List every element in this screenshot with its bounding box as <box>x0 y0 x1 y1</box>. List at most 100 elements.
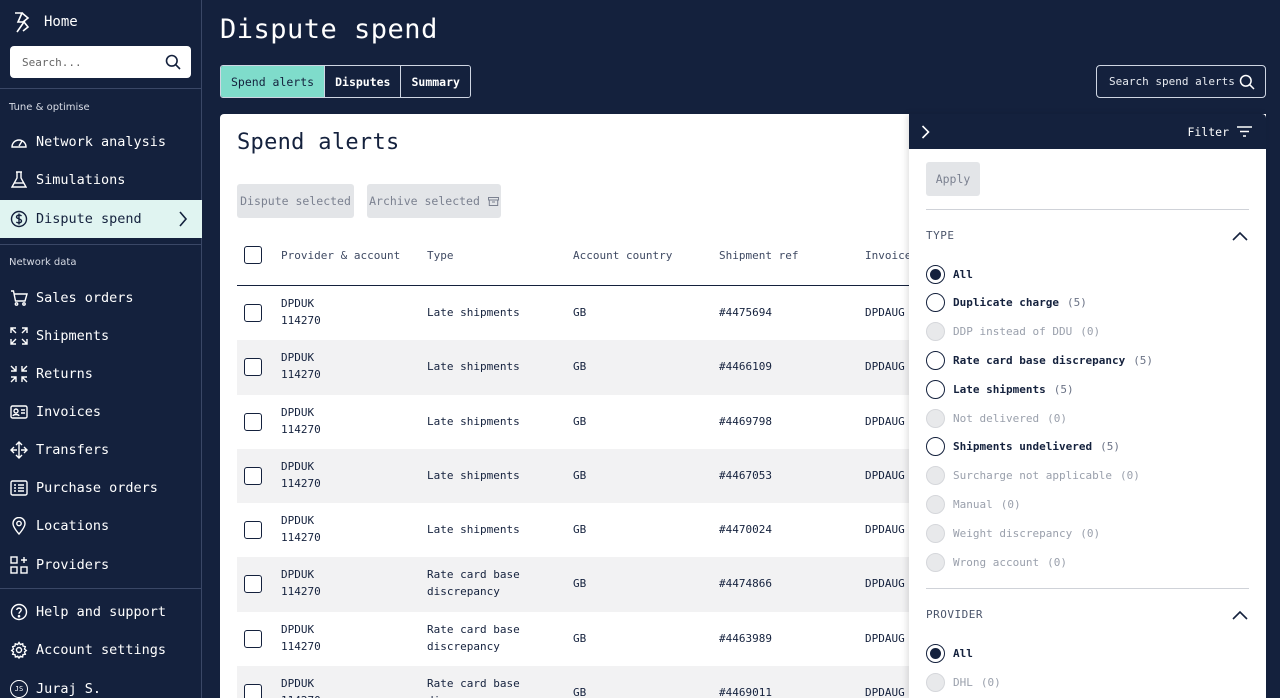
sidebar-item-dispute-spend[interactable]: Dispute spend <box>0 200 202 238</box>
shipment-ref[interactable]: #4466109 <box>719 360 772 374</box>
column-header-country[interactable]: Account country <box>573 249 673 262</box>
search-icon[interactable] <box>165 54 181 70</box>
sidebar-item-label: Dispute spend <box>36 211 142 227</box>
radio-button[interactable] <box>926 350 945 370</box>
filter-option-label: Manual <box>953 497 993 511</box>
sidebar-search-input[interactable] <box>22 55 165 69</box>
sidebar-item-help[interactable]: Help and support <box>0 593 202 631</box>
filter-option[interactable]: Shipments undelivered (5) <box>926 437 1120 457</box>
sidebar-item-transfers[interactable]: Transfers <box>0 431 202 469</box>
account-number: 114270 <box>281 476 321 490</box>
sidebar-item-account-settings[interactable]: Account settings <box>0 631 202 669</box>
sidebar-item-sales-orders[interactable]: Sales orders <box>0 279 202 317</box>
sidebar-item-shipments[interactable]: Shipments <box>0 317 202 355</box>
home-link[interactable]: Home <box>12 8 78 36</box>
invoice-ref[interactable]: DPDAUG <box>865 577 905 591</box>
table-row[interactable]: DPDUK 114270 Late shipments GB #4470024 … <box>237 503 1266 557</box>
sidebar-item-network-analysis[interactable]: Network analysis <box>0 123 202 161</box>
filter-option-count: (0) <box>1080 325 1101 339</box>
radio-button[interactable] <box>926 643 945 663</box>
filter-option-label: Surcharge not applicable <box>953 469 1112 483</box>
filter-option[interactable]: Duplicate charge (5) <box>926 293 1087 313</box>
row-checkbox[interactable] <box>244 684 262 698</box>
tab-summary[interactable]: Summary <box>401 66 470 97</box>
column-header-type[interactable]: Type <box>427 249 454 262</box>
chevron-up-icon[interactable] <box>1232 231 1248 241</box>
flask-icon <box>10 171 28 189</box>
filter-option-label: DDP instead of DDU <box>953 325 1073 339</box>
home-label: Home <box>44 14 78 30</box>
row-checkbox[interactable] <box>244 304 262 322</box>
filter-option[interactable]: All <box>926 643 981 663</box>
radio-button[interactable] <box>926 379 945 399</box>
invoice-ref[interactable]: DPDAUG <box>865 523 905 537</box>
table-row[interactable]: DPDUK 114270 Late shipments GB #4469798 … <box>237 395 1266 449</box>
invoice-ref[interactable]: DPDAUG <box>865 686 905 698</box>
select-all-checkbox[interactable] <box>244 246 262 264</box>
sidebar-item-label: Shipments <box>36 328 110 344</box>
apply-button[interactable]: Apply <box>926 162 980 196</box>
filter-option[interactable]: All <box>926 264 981 284</box>
search-icon[interactable] <box>1239 74 1255 90</box>
tab-disputes[interactable]: Disputes <box>325 66 402 97</box>
sidebar-item-label: Transfers <box>36 442 110 458</box>
sidebar-item-invoices[interactable]: Invoices <box>0 393 202 431</box>
sidebar-search[interactable] <box>10 46 191 78</box>
transfer-icon <box>10 441 28 459</box>
filter-option-count: (0) <box>1047 555 1067 569</box>
account-country: GB <box>573 468 587 482</box>
invoice-ref[interactable]: DPDAUG <box>865 468 905 482</box>
row-checkbox[interactable] <box>244 466 262 485</box>
chevron-up-icon[interactable] <box>1232 610 1248 620</box>
table-row[interactable]: DPDUK 114270 Late shipments GB #4475694 … <box>237 286 1266 340</box>
sidebar-item-returns[interactable]: Returns <box>0 355 202 393</box>
column-header-shipment-ref[interactable]: Shipment ref <box>719 249 799 262</box>
archive-selected-button[interactable]: Archive selected <box>367 184 501 218</box>
sidebar-divider <box>0 88 202 89</box>
sidebar-item-locations[interactable]: Locations <box>0 507 202 545</box>
user-profile[interactable]: JS Juraj S. <box>0 670 202 698</box>
row-checkbox[interactable] <box>244 575 262 594</box>
sidebar-item-simulations[interactable]: Simulations <box>0 161 202 199</box>
sidebar-item-purchase-orders[interactable]: Purchase orders <box>0 469 202 507</box>
shipment-ref[interactable]: #4469798 <box>719 414 772 428</box>
row-checkbox[interactable] <box>244 412 262 431</box>
shipment-ref[interactable]: #4467053 <box>719 468 772 482</box>
account-number: 114270 <box>281 422 321 436</box>
shipment-ref[interactable]: #4474866 <box>719 577 772 591</box>
invoice-ref[interactable]: DPDAUG <box>865 414 905 428</box>
invoice-ref[interactable]: DPDAUG <box>865 306 905 319</box>
table-row[interactable]: DPDUK 114270 Rate card base discrepancy … <box>237 612 1266 666</box>
account-country: GB <box>573 306 587 319</box>
radio-button[interactable] <box>926 293 945 313</box>
page-title: Dispute spend <box>220 14 438 45</box>
filter-option[interactable]: Late shipments (5) <box>926 379 1074 399</box>
type-section-header[interactable]: TYPE <box>926 229 955 242</box>
row-checkbox[interactable] <box>244 521 262 540</box>
radio-button[interactable] <box>926 437 945 457</box>
column-header-invoice[interactable]: Invoice <box>865 249 912 262</box>
radio-button[interactable] <box>926 264 945 284</box>
spend-alerts-search[interactable] <box>1096 65 1266 98</box>
provider-section-header[interactable]: PROVIDER <box>926 608 983 621</box>
filter-panel: Filter Apply TYPE All Duplicate charge (… <box>909 114 1266 698</box>
invoice-ref[interactable]: DPDAUG <box>865 631 905 645</box>
dispute-selected-button[interactable]: Dispute selected <box>237 184 354 218</box>
chevron-right-icon <box>179 211 188 227</box>
filter-option: Surcharge not applicable (0) <box>926 466 1140 486</box>
invoice-ref[interactable]: DPDAUG <box>865 360 905 374</box>
row-checkbox[interactable] <box>244 358 262 377</box>
chevron-right-icon[interactable] <box>921 124 930 139</box>
shipment-ref[interactable]: #4470024 <box>719 523 772 537</box>
alert-type: Rate card base <box>427 622 520 636</box>
filter-option-label: Late shipments <box>953 382 1046 396</box>
shipment-ref[interactable]: #4469011 <box>719 686 772 698</box>
tab-spend-alerts[interactable]: Spend alerts <box>221 66 326 97</box>
shipment-ref[interactable]: #4463989 <box>719 631 772 645</box>
shipment-ref[interactable]: #4475694 <box>719 306 772 319</box>
sidebar-item-providers[interactable]: Providers <box>0 546 202 584</box>
column-header-provider[interactable]: Provider & account <box>281 249 401 262</box>
filter-option[interactable]: Rate card base discrepancy (5) <box>926 350 1153 370</box>
spend-alerts-search-input[interactable] <box>1109 75 1239 88</box>
row-checkbox[interactable] <box>244 629 262 648</box>
